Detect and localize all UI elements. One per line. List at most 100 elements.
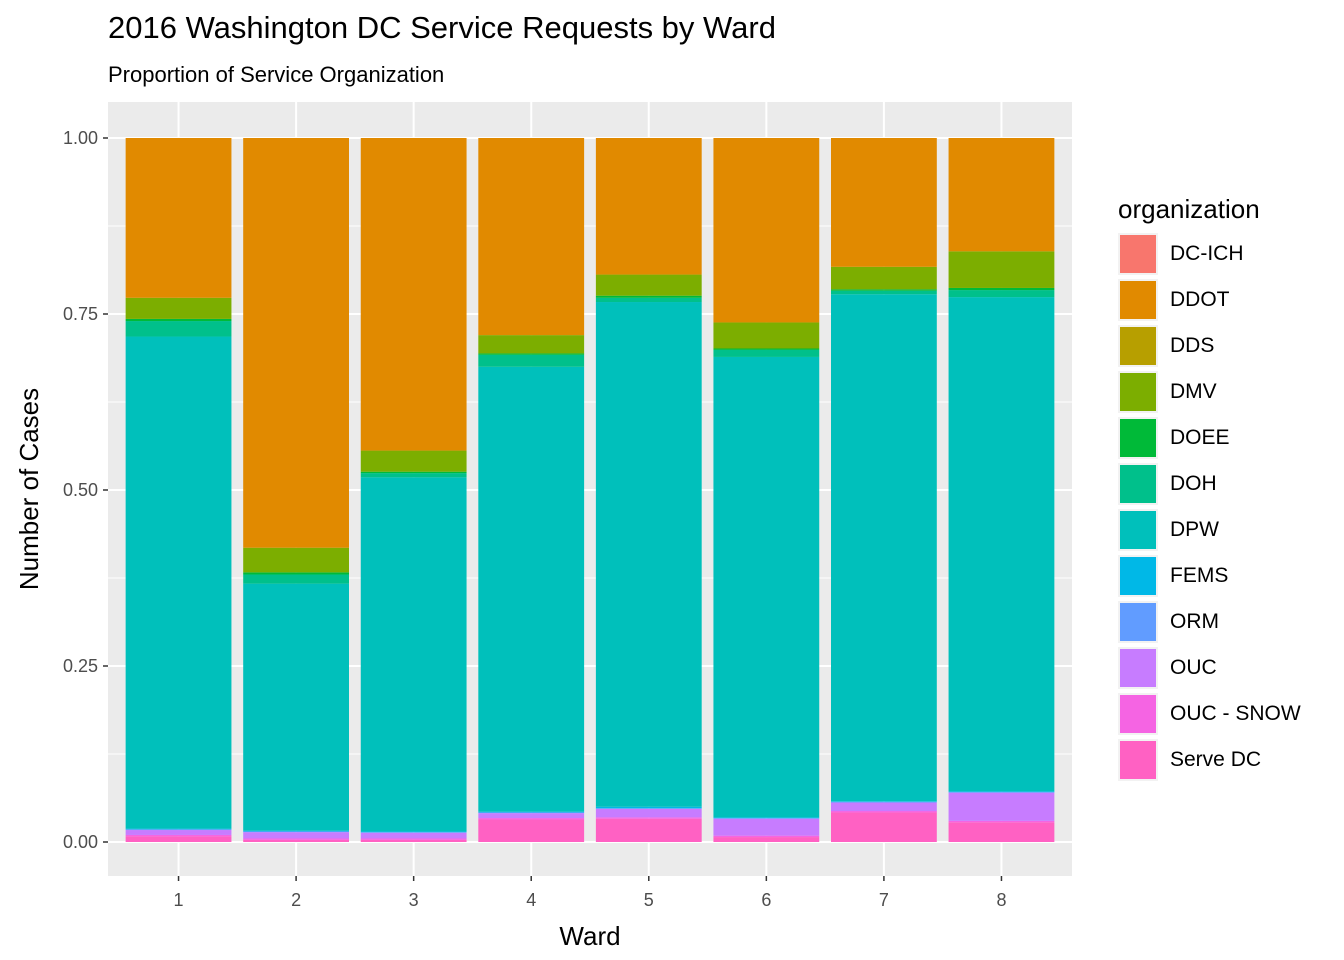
legend-label: DC-ICH xyxy=(1170,242,1244,265)
legend-label: DPW xyxy=(1170,518,1219,541)
x-tick-label: 6 xyxy=(761,890,771,910)
y-axis: 0.00 0.25 0.50 0.75 1.00 xyxy=(63,128,108,852)
legend-key xyxy=(1118,279,1158,321)
bar-segment xyxy=(595,274,702,296)
legend-label: OUC - SNOW xyxy=(1170,702,1301,725)
legend-item: ORM xyxy=(1118,599,1301,645)
bar-segment xyxy=(948,290,1055,298)
bar-segment xyxy=(948,820,1055,823)
bar-segment xyxy=(478,813,585,819)
legend: organization DC-ICH DDOT DDS DMV DOEE DOH DPW F… xyxy=(1118,194,1301,783)
bar-segment xyxy=(125,828,232,830)
bar-segment xyxy=(243,832,349,839)
y-tick-label: 0.25 xyxy=(63,656,98,676)
bar-segment xyxy=(831,138,937,267)
bar-segment xyxy=(831,811,937,813)
bar-segment xyxy=(831,801,937,802)
legend-label: DDS xyxy=(1170,334,1215,357)
bar-segment xyxy=(948,297,1055,792)
bar-segment xyxy=(831,294,937,802)
legend-item: OUC - SNOW xyxy=(1118,691,1301,737)
legend-item: DPW xyxy=(1118,507,1301,553)
bar-segment xyxy=(713,349,820,357)
bar-segment xyxy=(713,322,820,349)
legend-item: DDOT xyxy=(1118,277,1301,323)
bar-segment xyxy=(243,547,349,573)
bar-segment xyxy=(831,812,937,842)
bar-segment xyxy=(125,834,232,837)
bar-segment xyxy=(125,836,232,842)
bar-segment xyxy=(713,818,820,836)
legend-key xyxy=(1118,325,1158,367)
bar-segment xyxy=(125,336,232,829)
bar-segment xyxy=(595,806,702,809)
legend-item: DDS xyxy=(1118,323,1301,369)
bar-segment xyxy=(243,583,349,831)
bar-segment xyxy=(595,808,702,818)
legend-key xyxy=(1118,463,1158,505)
legend-label: DDOT xyxy=(1170,288,1230,311)
x-tick-label: 1 xyxy=(174,890,184,910)
legend-label: FEMS xyxy=(1170,564,1229,587)
legend-item: DMV xyxy=(1118,369,1301,415)
bar-segment xyxy=(360,832,467,833)
legend-label: ORM xyxy=(1170,610,1219,633)
x-axis-title: Ward xyxy=(559,921,620,951)
bar-segment xyxy=(713,817,820,819)
legend-key xyxy=(1118,555,1158,597)
legend-item: Serve DC xyxy=(1118,737,1301,783)
bar-segment xyxy=(360,477,467,832)
bar-segment xyxy=(713,835,820,838)
bar-segment xyxy=(478,819,585,842)
bar-segment xyxy=(243,830,349,832)
legend-key xyxy=(1118,647,1158,689)
x-tick-label: 8 xyxy=(996,890,1006,910)
x-tick-label: 4 xyxy=(526,890,536,910)
bar-segment xyxy=(948,138,1055,252)
bar-segment xyxy=(360,138,467,451)
x-tick-label: 3 xyxy=(409,890,419,910)
bar-segment xyxy=(595,817,702,819)
bar-segment xyxy=(948,792,1055,793)
bar-segment xyxy=(948,251,1055,288)
bar-segment xyxy=(831,801,937,803)
legend-item: OUC xyxy=(1118,645,1301,691)
bar-segment xyxy=(948,822,1055,842)
bar-segment xyxy=(125,830,232,835)
bar-segment xyxy=(595,297,702,303)
bar-segment xyxy=(595,295,702,298)
legend-item: FEMS xyxy=(1118,553,1301,599)
bar-segment xyxy=(478,353,585,355)
legend-label: OUC xyxy=(1170,656,1217,679)
legend-label: DOH xyxy=(1170,472,1217,495)
y-tick-label: 0.50 xyxy=(63,480,98,500)
bar-segment xyxy=(125,297,232,319)
legend-key xyxy=(1118,693,1158,735)
bar-segment xyxy=(478,335,585,354)
legend-items: DC-ICH DDOT DDS DMV DOEE DOH DPW FEMS ORM OUC OUC … xyxy=(1118,231,1301,783)
chart-subtitle: Proportion of Service Organization xyxy=(108,62,445,87)
bar-segment xyxy=(595,818,702,842)
bar-segment xyxy=(595,302,702,807)
bar-segment xyxy=(948,791,1055,793)
bar-segment xyxy=(360,838,467,840)
legend-item: DC-ICH xyxy=(1118,231,1301,277)
bar-segment xyxy=(360,831,467,833)
bar-segment xyxy=(595,808,702,809)
bar-segment xyxy=(243,138,349,548)
bars xyxy=(125,138,1055,842)
bar-segment xyxy=(243,572,349,575)
legend-title: organization xyxy=(1118,194,1260,224)
bar-segment xyxy=(831,266,937,290)
bar-segment xyxy=(243,838,349,840)
bar-segment xyxy=(478,354,585,367)
bar-segment xyxy=(948,287,1055,291)
bar-segment xyxy=(243,574,349,584)
x-axis: 1 2 3 4 5 6 7 8 xyxy=(174,876,1006,910)
bar-segment xyxy=(243,839,349,842)
y-axis-title: Number of Cases xyxy=(14,388,44,590)
bar-segment xyxy=(360,839,467,842)
bar-segment xyxy=(125,321,232,337)
bar-segment xyxy=(360,832,467,839)
legend-key xyxy=(1118,417,1158,459)
